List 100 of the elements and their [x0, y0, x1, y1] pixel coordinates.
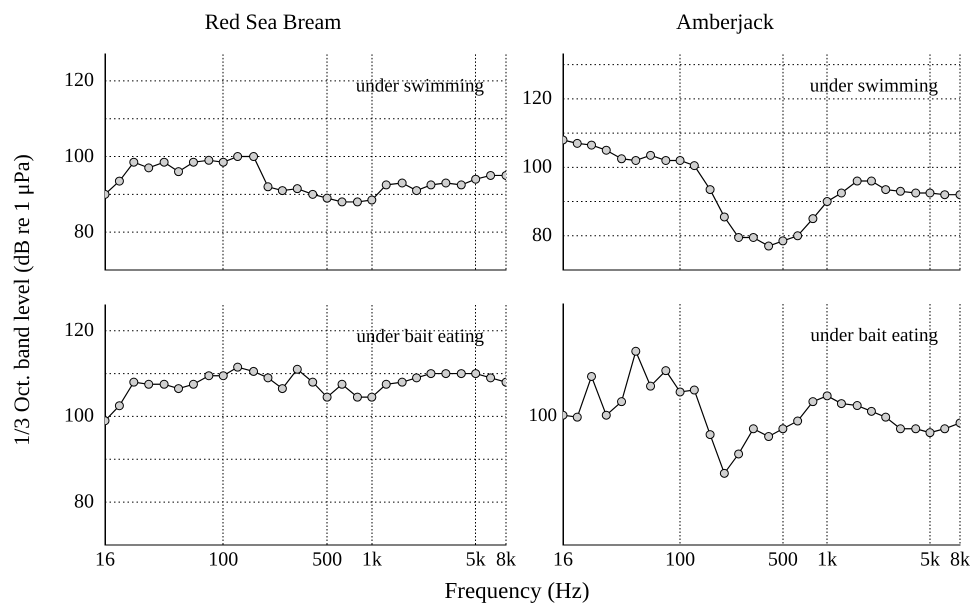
x-tick-label: 1k [817, 548, 838, 570]
point [602, 146, 611, 155]
point [940, 190, 950, 200]
point [292, 364, 302, 374]
point [471, 369, 480, 378]
point [382, 380, 391, 389]
point [308, 378, 318, 387]
annotation: under bait eating [356, 326, 484, 347]
point [852, 401, 862, 410]
point [661, 366, 670, 376]
point [881, 412, 890, 422]
point [690, 386, 699, 395]
point [322, 392, 332, 402]
point [911, 424, 920, 434]
point [617, 397, 626, 406]
point [174, 167, 184, 176]
point [382, 180, 391, 190]
point [764, 242, 774, 251]
point [748, 424, 758, 434]
point [572, 138, 582, 148]
point [233, 362, 242, 372]
point [808, 214, 818, 224]
point [204, 156, 214, 165]
x-axis-title: Frequency (Hz) [444, 578, 590, 604]
point [822, 197, 832, 206]
point [778, 424, 788, 434]
point [734, 449, 744, 458]
point [778, 236, 788, 246]
point [129, 158, 138, 167]
point [720, 212, 729, 222]
point [338, 380, 347, 389]
x-tick-label: 500 [312, 548, 342, 570]
point [456, 369, 466, 378]
point [249, 152, 258, 162]
y-tick-label: 80 [532, 224, 552, 246]
point [352, 197, 362, 206]
x-tick-label: 100 [208, 548, 238, 570]
point [174, 384, 184, 394]
point [706, 185, 715, 194]
y-axis-title: 1/3 Oct. band level (dB re 1 μPa) [9, 154, 35, 446]
x-tick-label: 8k [496, 548, 516, 570]
point [114, 176, 124, 186]
point [486, 373, 496, 382]
point [322, 194, 332, 203]
point [734, 232, 744, 242]
point [676, 156, 685, 165]
point [114, 401, 124, 410]
point [441, 178, 450, 188]
point [456, 180, 466, 190]
point [836, 188, 846, 198]
point [617, 154, 626, 164]
point [572, 412, 582, 422]
y-tick-label: 80 [74, 490, 94, 512]
y-tick-label: 100 [64, 144, 94, 167]
point [398, 178, 407, 188]
point [249, 366, 258, 376]
point [412, 373, 422, 382]
point [587, 140, 596, 150]
point [631, 346, 640, 356]
point [308, 190, 318, 199]
point [426, 180, 436, 190]
y-tick-label: 120 [64, 69, 94, 92]
point [160, 158, 169, 167]
point [602, 410, 611, 420]
point [160, 380, 169, 389]
point [690, 161, 699, 170]
point [764, 432, 774, 442]
chart-title: Red Sea Bream [204, 8, 342, 34]
point [188, 380, 198, 389]
point [866, 176, 876, 186]
point [263, 182, 272, 192]
annotation: under swimming [356, 75, 484, 96]
point [808, 397, 818, 406]
point [426, 369, 436, 378]
y-tick-label: 120 [522, 87, 552, 110]
point [646, 150, 656, 160]
point [144, 163, 154, 172]
x-tick-label: 16 [95, 548, 115, 570]
annotation: under swimming [810, 75, 938, 96]
point [940, 424, 950, 434]
point [218, 371, 228, 380]
point [896, 424, 905, 434]
point [352, 392, 362, 402]
point [822, 391, 832, 400]
point [852, 176, 862, 186]
point [398, 378, 407, 387]
point [144, 380, 154, 389]
y-tick-label: 120 [64, 318, 94, 341]
point [676, 387, 685, 396]
point [881, 185, 890, 194]
point [631, 156, 640, 165]
point [748, 232, 758, 242]
point [836, 399, 846, 408]
point [412, 186, 422, 196]
x-tick-label: 500 [768, 548, 798, 570]
point [793, 231, 802, 240]
y-tick-label: 80 [74, 220, 94, 242]
point [471, 174, 480, 184]
x-tick-label: 1k [362, 548, 382, 570]
point [896, 186, 905, 196]
